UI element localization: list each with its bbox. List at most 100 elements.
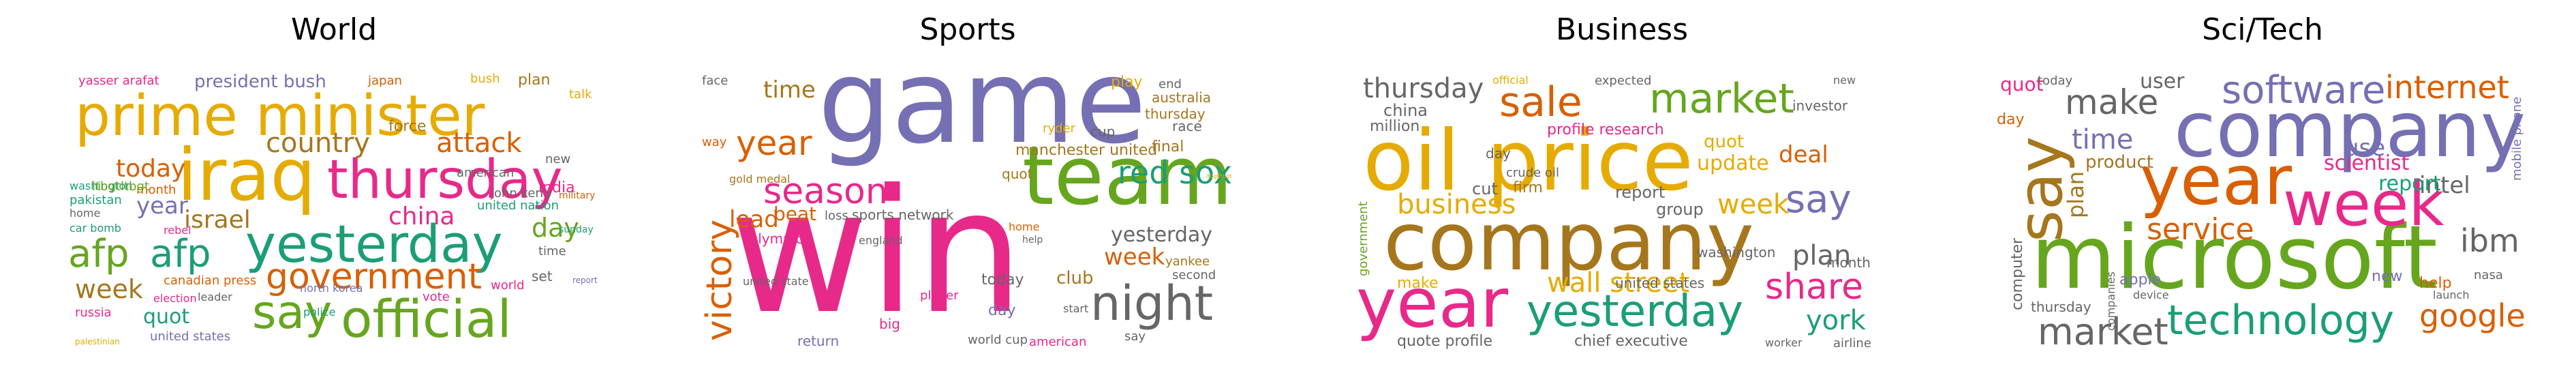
cloud-word: government: [1356, 201, 1370, 276]
cloud-word: thursday: [1363, 73, 1484, 104]
cloud-word: make: [2065, 83, 2159, 122]
wordcloud-panel-business: Business oil price company year yesterda…: [1343, 0, 1901, 371]
cloud-word: home: [1009, 220, 1040, 233]
wordcloud: oil price company year yesterday sale ma…: [1356, 72, 1888, 351]
cloud-word: north korea: [300, 282, 363, 295]
cloud-word: big: [879, 316, 900, 332]
cloud-word: yankee: [1165, 254, 1210, 269]
cloud-word: victory: [702, 219, 740, 341]
cloud-word: computer: [2009, 237, 2026, 310]
cloud-word: deal: [1779, 141, 1828, 168]
cloud-word: american: [1029, 335, 1087, 349]
cloud-word: mobile phone: [2510, 96, 2524, 181]
cloud-word: cut: [1472, 179, 1498, 198]
cloud-word: quote profile: [1397, 333, 1493, 350]
cloud-word: chief executive: [1574, 333, 1688, 350]
cloud-word: day: [988, 302, 1016, 319]
cloud-word: world: [491, 278, 525, 293]
cloud-word: manchester united: [1015, 142, 1158, 159]
cloud-word: gold medal: [729, 173, 791, 186]
wordcloud-panel-sports: Sports game win team night season year v…: [688, 0, 1247, 371]
cloud-word: win: [729, 153, 1024, 351]
cloud-word: say: [1124, 329, 1146, 344]
cloud-word: end: [1159, 77, 1182, 91]
cloud-word: help: [2419, 275, 2452, 292]
cloud-word: military: [559, 190, 596, 201]
cloud-word: expected: [1595, 74, 1652, 88]
panel-title: World: [290, 12, 378, 47]
cloud-word: profile research: [1547, 121, 1664, 138]
cloud-word: force: [388, 118, 427, 135]
cloud-word: afp: [68, 232, 129, 276]
cloud-word: year: [136, 192, 188, 220]
cloud-word: report: [2378, 172, 2441, 196]
cloud-word: today: [981, 271, 1024, 288]
cloud-word: worker: [1765, 336, 1803, 349]
cloud-word: leader: [198, 291, 232, 303]
cloud-word: million: [1370, 118, 1420, 135]
cloud-word: attack: [436, 128, 522, 159]
cloud-word: rebel: [164, 224, 191, 237]
cloud-word: sale: [1499, 78, 1582, 126]
cloud-word: plan: [518, 72, 551, 89]
cloud-word: intel: [2419, 172, 2470, 199]
cloud-word: week: [75, 274, 143, 304]
cloud-word: say: [252, 286, 333, 340]
cloud-word: cup: [1090, 123, 1116, 140]
cloud-word: say: [1785, 177, 1852, 222]
cloud-word: thursday: [2031, 299, 2091, 315]
cloud-word: yesterday: [1111, 223, 1213, 247]
cloud-word: time: [538, 244, 566, 258]
cloud-word: ltbgtltbgt: [1206, 173, 1232, 179]
cloud-word: vote: [423, 290, 450, 304]
cloud-word: today: [116, 155, 186, 183]
cloud-word: service: [2147, 212, 2254, 247]
cloud-word: new: [2372, 268, 2403, 285]
cloud-word: quot: [143, 305, 190, 329]
cloud-word: australia: [1152, 89, 1212, 106]
cloud-word: google: [2419, 297, 2526, 334]
cloud-word: bush: [470, 72, 500, 86]
cloud-word: week: [1717, 189, 1790, 220]
cloud-word: quot: [2000, 73, 2044, 95]
cloud-word: red sox: [1118, 154, 1232, 191]
cloud-word: japan: [368, 74, 402, 88]
wordcloud: prime minister iraq thursday yesterday g…: [68, 72, 600, 351]
cloud-word: scientist: [2324, 151, 2410, 175]
cloud-word: game: [818, 72, 1147, 170]
cloud-word: china: [388, 203, 455, 231]
cloud-word: thursday: [1145, 106, 1206, 122]
cloud-word: talk: [569, 87, 592, 102]
cloud-word: olympic: [750, 231, 803, 247]
cloud-word: plan: [1792, 240, 1852, 271]
cloud-word: oil price: [1363, 113, 1693, 209]
cloud-word: quot: [1002, 166, 1033, 182]
cloud-word: club: [1056, 268, 1094, 288]
cloud-word: sports network: [852, 207, 954, 223]
cloud-word: election: [153, 292, 197, 305]
cloud-word: business: [1397, 189, 1516, 220]
cloud-word: race: [1172, 118, 1202, 134]
cloud-word: night: [1090, 276, 1214, 331]
cloud-word: ltbgtltbgt: [92, 179, 149, 194]
cloud-word: day: [1486, 145, 1511, 162]
panel-title: Business: [1555, 12, 1689, 47]
cloud-word: firm: [1513, 179, 1543, 196]
cloud-word: market: [1649, 75, 1794, 123]
cloud-word: home: [70, 207, 101, 220]
cloud-word: sunday: [559, 224, 594, 235]
cloud-word: year: [736, 123, 812, 163]
cloud-word: loss: [825, 209, 848, 223]
cloud-word: washington: [1697, 244, 1776, 261]
cloud-word: company: [1383, 194, 1754, 288]
cloud-word: apple: [2119, 271, 2162, 288]
cloud-word: use: [2344, 134, 2386, 162]
cloud-word: face: [702, 74, 729, 88]
cloud-word: market: [2038, 310, 2168, 351]
cloud-word: ryder: [1043, 121, 1075, 136]
cloud-word: day: [532, 213, 579, 243]
cloud-word: russia: [75, 306, 112, 320]
cloud-word: companies: [2104, 271, 2117, 331]
cloud-word: year: [1356, 263, 1509, 343]
cloud-word: quot: [1704, 132, 1745, 152]
